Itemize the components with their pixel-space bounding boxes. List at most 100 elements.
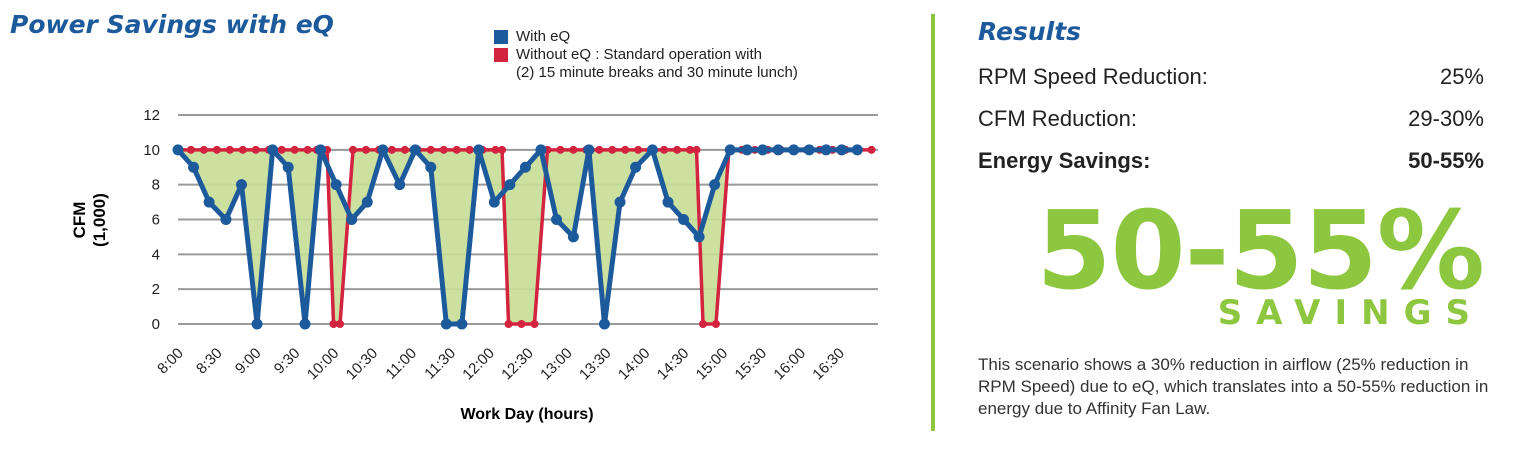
result-value-rpm: 25% <box>1439 64 1484 89</box>
y-tick-label: 8 <box>152 177 160 194</box>
with-eq-series-point <box>220 214 232 225</box>
with-eq-series-point <box>820 144 832 156</box>
legend-swatch-with-eq <box>494 30 508 44</box>
without-eq-series-point <box>673 145 682 154</box>
without-eq-series-point <box>329 320 338 328</box>
with-eq-series-point <box>598 318 610 330</box>
without-eq-series-point <box>361 145 370 154</box>
x-tick-label: 16:30 <box>809 345 848 384</box>
x-tick-label: 9:30 <box>271 345 304 378</box>
with-eq-series-point <box>535 144 547 156</box>
with-eq-series-point <box>646 144 658 156</box>
x-axis-label: Work Day (hours) <box>460 406 593 423</box>
with-eq-series-point <box>282 161 294 173</box>
legend-item-without-eq: Without eQ : Standard operation with <box>494 46 798 64</box>
with-eq-series-point <box>236 179 248 191</box>
without-eq-series-point <box>387 145 396 154</box>
legend-label-without-eq: Without eQ : Standard operation with <box>516 46 762 63</box>
with-eq-series-point <box>425 161 437 173</box>
y-tick-label: 0 <box>152 316 160 333</box>
with-eq-series-point <box>188 161 200 173</box>
with-eq-series-point <box>630 161 642 173</box>
without-eq-series-point <box>212 145 221 154</box>
with-eq-series-point <box>693 231 705 243</box>
savings-shaded-area <box>178 149 872 324</box>
without-eq-series-point <box>634 145 643 154</box>
without-eq-series-point <box>699 320 707 328</box>
without-eq-series-point <box>465 145 474 154</box>
series-layer <box>172 144 876 330</box>
result-label-rpm: RPM Speed Reduction: <box>978 64 1208 89</box>
with-eq-series-point <box>172 144 184 156</box>
x-tick-label: 10:00 <box>304 345 343 384</box>
without-eq-series-point <box>692 145 701 154</box>
x-tick-label: 9:00 <box>232 345 265 378</box>
savings-area-layer <box>178 149 872 324</box>
x-tick-label: 8:00 <box>154 345 187 378</box>
with-eq-series-point <box>394 179 406 191</box>
without-eq-series-point <box>238 145 247 154</box>
without-eq-series-point <box>290 145 299 154</box>
result-row-cfm: CFM Reduction: 29-30% <box>978 106 1484 132</box>
y-tick-label: 4 <box>152 246 160 263</box>
with-eq-series-point <box>757 144 769 156</box>
with-eq-series-point <box>836 144 848 156</box>
big-savings-percentage: 50-55% <box>1036 189 1485 314</box>
chart-title: Power Savings with eQ <box>10 10 334 39</box>
result-value-energy: 50-55% <box>1408 148 1484 173</box>
without-eq-series-point <box>517 320 526 328</box>
x-tick-label: 15:30 <box>732 345 771 384</box>
with-eq-series-point <box>346 214 358 225</box>
big-savings-word: SAVINGS <box>1217 293 1484 333</box>
with-eq-series-point <box>803 144 815 156</box>
x-tick-label: 12:30 <box>498 345 537 384</box>
with-eq-series-point <box>851 144 863 156</box>
with-eq-series-point <box>551 214 563 225</box>
without-eq-series-point <box>711 320 720 328</box>
without-eq-series-point <box>660 145 669 154</box>
with-eq-series-point <box>678 214 690 225</box>
y-axis-label-line2: (1,000) <box>90 193 109 247</box>
with-eq-series-point <box>440 318 452 330</box>
results-title: Results <box>978 17 1082 46</box>
y-tick-label: 2 <box>152 281 160 298</box>
x-tick-label: 11:30 <box>421 345 459 383</box>
result-row-rpm: RPM Speed Reduction: 25% <box>978 64 1484 90</box>
with-eq-series-point <box>741 144 753 156</box>
with-eq-series-point <box>409 144 421 156</box>
x-tick-label: 10:30 <box>343 345 382 384</box>
without-eq-series-point <box>867 145 876 154</box>
with-eq-series-point <box>251 318 263 330</box>
with-eq-series-point <box>583 144 595 156</box>
x-tick-label: 8:30 <box>193 345 226 378</box>
without-eq-series-point <box>608 145 617 154</box>
panel-divider <box>931 14 935 431</box>
results-description: This scenario shows a 30% reduction in a… <box>978 355 1489 418</box>
result-label-energy: Energy Savings: <box>978 148 1151 173</box>
with-eq-series-point <box>724 144 736 156</box>
chart-legend: With eQ Without eQ : Standard operation … <box>494 28 798 82</box>
y-tick-label: 12 <box>143 107 160 124</box>
without-eq-series-point <box>225 145 234 154</box>
with-eq-series-point <box>614 196 626 208</box>
with-eq-series-point <box>203 196 215 208</box>
x-tick-label: 13:30 <box>576 345 615 384</box>
with-eq-series-point <box>709 179 721 191</box>
without-eq-series-point <box>400 145 409 154</box>
x-tick-label: 14:00 <box>615 345 654 384</box>
without-eq-series-point <box>426 145 435 154</box>
legend-note: (2) 15 minute breaks and 30 minute lunch… <box>516 64 798 81</box>
result-row-energy: Energy Savings: 50-55% <box>978 148 1484 174</box>
x-tick-label: 13:00 <box>537 345 576 384</box>
with-eq-series-point <box>267 144 279 156</box>
without-eq-series-point <box>595 145 604 154</box>
y-axis-label-line1: CFM <box>70 202 89 239</box>
x-tick-label: 12:00 <box>459 345 498 384</box>
x-tick-label: 15:00 <box>693 345 732 384</box>
x-tick-label: 14:30 <box>654 345 693 384</box>
with-eq-series-point <box>662 196 674 208</box>
without-eq-series-point <box>621 145 630 154</box>
result-label-cfm: CFM Reduction: <box>978 106 1137 131</box>
with-eq-series-point <box>519 161 531 173</box>
with-eq-series-point <box>473 144 485 156</box>
